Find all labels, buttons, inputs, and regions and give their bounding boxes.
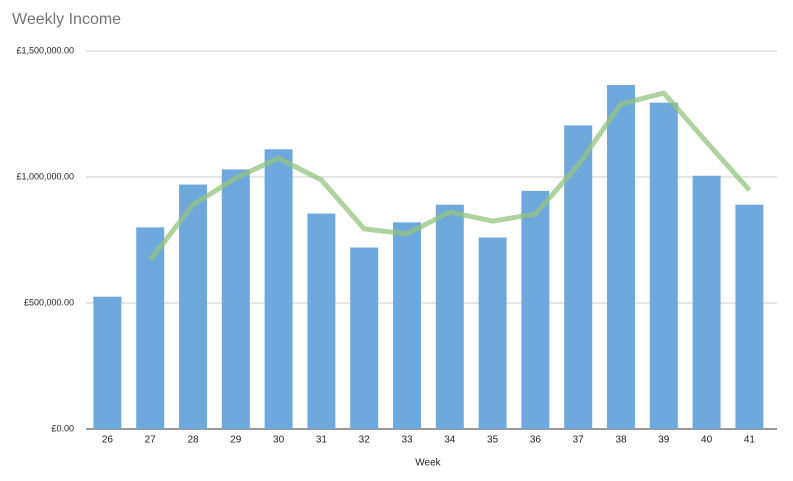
- x-tick-label: 32: [359, 435, 371, 446]
- bar: [607, 85, 635, 430]
- y-tick-label: £1,000,000.00: [16, 171, 74, 181]
- x-tick-label: 41: [744, 435, 756, 446]
- y-tick-label: £0.00: [51, 423, 74, 433]
- bar: [179, 184, 207, 429]
- x-tick-label: 34: [444, 435, 456, 446]
- x-tick-label: 28: [187, 435, 199, 446]
- x-tick-label: 26: [102, 435, 114, 446]
- bar: [692, 175, 721, 429]
- x-tick-label: 31: [316, 435, 328, 446]
- chart-title: Weekly Income: [12, 11, 121, 28]
- x-tick-label: 40: [701, 435, 713, 446]
- x-tick-label: 27: [145, 435, 157, 446]
- x-tick-label: 30: [273, 435, 285, 446]
- bar: [264, 149, 293, 429]
- x-tick-label: 36: [530, 435, 542, 446]
- x-tick-label: 37: [573, 435, 585, 446]
- trend-line: [148, 90, 752, 262]
- bar: [649, 102, 678, 429]
- bar: [136, 227, 165, 429]
- x-tick-label: 38: [615, 435, 627, 446]
- bar: [521, 190, 550, 429]
- bar: [350, 247, 379, 429]
- bar: [478, 237, 507, 429]
- bar: [221, 169, 250, 429]
- x-tick-label: 35: [487, 435, 499, 446]
- x-tick-label: 33: [401, 435, 413, 446]
- x-axis-label: Week: [415, 458, 441, 469]
- y-tick-label: £500,000.00: [24, 297, 74, 307]
- bar: [93, 296, 122, 429]
- bar: [564, 125, 593, 429]
- x-tick-label: 29: [230, 435, 242, 446]
- y-tick-label: £1,500,000.00: [16, 45, 74, 55]
- x-tick-label: 39: [658, 435, 670, 446]
- bar: [735, 204, 764, 429]
- bar: [393, 222, 421, 429]
- bar: [307, 213, 336, 429]
- bar: [435, 204, 464, 429]
